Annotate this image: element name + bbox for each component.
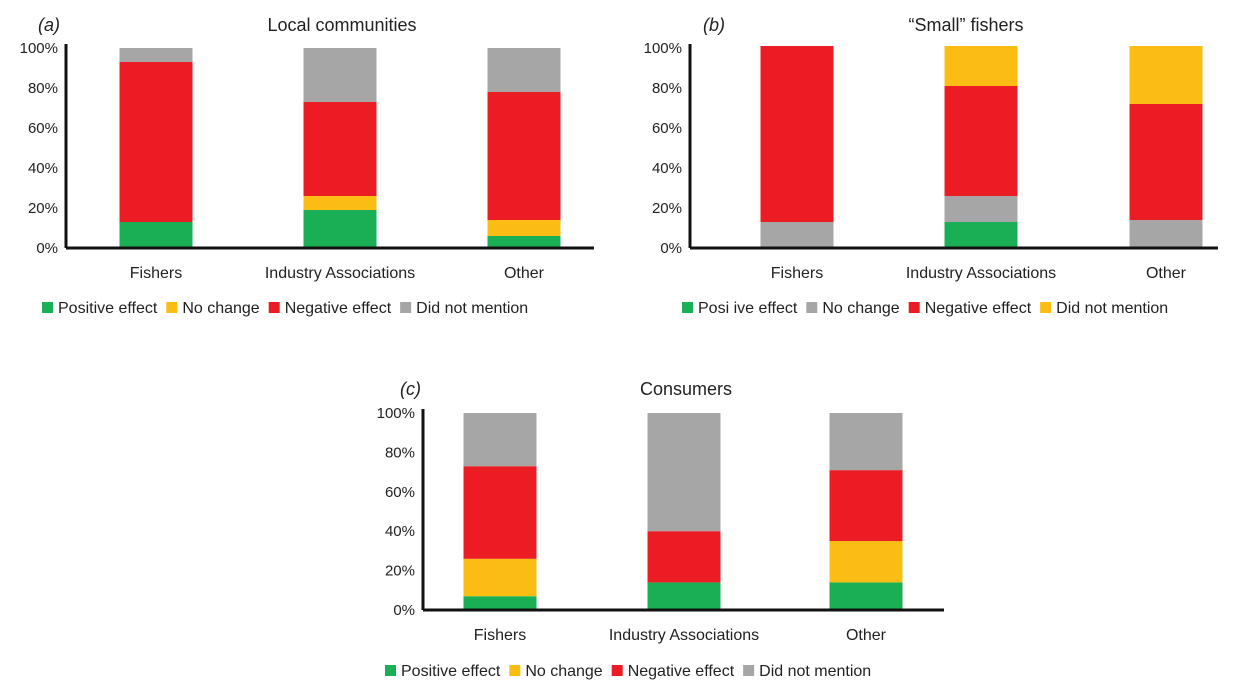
y-tick-label: 20%	[385, 563, 415, 580]
panel-b-plot: 0% 20% 40% 60% 80% 100% Fishers Industry Associ…	[644, 40, 1218, 317]
y-tick-label: 20%	[652, 200, 682, 217]
x-tick-label: Other	[1146, 265, 1187, 282]
y-tick-label: 100%	[377, 405, 415, 422]
legend: Positive effect No change Negative effect D…	[42, 300, 528, 317]
y-tick-label: 60%	[28, 120, 58, 137]
y-tick-label: 100%	[644, 40, 682, 57]
legend-swatch	[743, 665, 755, 676]
bar-segment	[463, 596, 537, 610]
bar-segment	[119, 48, 193, 62]
legend: Positive effect No change Negative effect D…	[385, 663, 871, 680]
legend-swatch	[509, 665, 521, 676]
bar-segment	[487, 236, 561, 248]
legend-swatch	[42, 302, 53, 313]
bar-segment	[647, 582, 721, 610]
panel-b-title: “Small” fishers	[908, 15, 1023, 35]
legend-label: No change	[525, 663, 602, 680]
bar-segment	[487, 48, 561, 92]
legend-label: Negative effect	[925, 300, 1032, 317]
legend-label: Positive effect	[401, 663, 501, 680]
y-tick-label: 60%	[385, 484, 415, 501]
bar-segment	[119, 222, 193, 248]
legend-label: Did not mention	[759, 663, 871, 680]
legend-label: Posi ive effect	[698, 300, 798, 317]
x-tick-label: Industry Associations	[906, 265, 1056, 282]
bar-segment	[119, 62, 193, 222]
bar-segment	[829, 582, 903, 610]
x-tick-label: Other	[846, 627, 887, 644]
bar-segment	[944, 222, 1018, 248]
y-tick-label: 0%	[36, 240, 58, 257]
bar-segment	[1129, 46, 1203, 104]
y-tick-label: 40%	[385, 523, 415, 540]
panel-b: (b) “Small” fishers	[703, 15, 1024, 35]
y-tick-label: 0%	[660, 240, 682, 257]
y-tick-label: 60%	[652, 120, 682, 137]
x-tick-label: Fishers	[130, 265, 182, 282]
legend-label: No change	[182, 300, 259, 317]
panel-a-title: Local communities	[267, 15, 416, 35]
y-tick-label: 20%	[28, 200, 58, 217]
bar-segment	[647, 413, 721, 532]
y-tick-label: 80%	[28, 80, 58, 97]
bar-segment	[487, 92, 561, 220]
bar-segment	[463, 558, 537, 597]
x-tick-label: Other	[504, 265, 545, 282]
panel-c-plot: 0% 20% 40% 60% 80% 100% Fishers Industry Associ…	[377, 405, 944, 680]
panel-a: (a) Local communities	[38, 15, 417, 35]
y-tick-label: 40%	[652, 160, 682, 177]
panel-a-label: (a)	[38, 15, 60, 35]
y-tick-label: 80%	[385, 444, 415, 461]
legend: Posi ive effect No change Negative effect D…	[682, 300, 1168, 317]
x-tick-label: Fishers	[771, 265, 823, 282]
bar-segment	[944, 196, 1018, 222]
y-tick-label: 80%	[652, 80, 682, 97]
legend-label: Did not mention	[1056, 300, 1168, 317]
panel-c-title: Consumers	[640, 379, 732, 399]
bar-segment	[760, 222, 834, 248]
bar-segment	[303, 48, 377, 102]
y-tick-label: 40%	[28, 160, 58, 177]
legend-label: No change	[822, 300, 899, 317]
bar-segment	[829, 541, 903, 583]
legend-swatch	[682, 302, 693, 313]
bar-segment	[829, 413, 903, 471]
panel-a-plot: 0% 20% 40% 60% 80% 100% Fishers Industry Associ…	[20, 40, 594, 317]
x-tick-label: Industry Associations	[265, 265, 415, 282]
panel-b-label: (b)	[703, 15, 725, 35]
bar-segment	[760, 46, 834, 222]
bar-segment	[944, 46, 1018, 86]
bar-segment	[463, 466, 537, 559]
legend-swatch	[908, 302, 920, 313]
bar-segment	[487, 220, 561, 236]
bar-segment	[1129, 104, 1203, 220]
legend-swatch	[400, 302, 412, 313]
legend-swatch	[611, 665, 623, 676]
legend-swatch	[268, 302, 280, 313]
bar-segment	[303, 102, 377, 196]
bar-segment	[829, 470, 903, 542]
bar-segment	[647, 531, 721, 583]
legend-swatch	[806, 302, 818, 313]
x-tick-label: Fishers	[474, 627, 526, 644]
bar-segment	[463, 413, 537, 467]
bar-segment	[303, 210, 377, 248]
y-tick-label: 100%	[20, 40, 58, 57]
bar-segment	[944, 86, 1018, 196]
legend-label: Negative effect	[285, 300, 392, 317]
legend-swatch	[385, 665, 396, 676]
bar-segment	[303, 196, 377, 210]
y-tick-label: 0%	[393, 602, 415, 619]
bar-segment	[1129, 220, 1203, 248]
panel-c: (c) Consumers	[400, 379, 732, 399]
panel-c-label: (c)	[400, 379, 421, 399]
legend-label: Did not mention	[416, 300, 528, 317]
legend-swatch	[166, 302, 178, 313]
legend-label: Positive effect	[58, 300, 158, 317]
legend-label: Negative effect	[628, 663, 735, 680]
legend-swatch	[1040, 302, 1052, 313]
x-tick-label: Industry Associations	[609, 627, 759, 644]
